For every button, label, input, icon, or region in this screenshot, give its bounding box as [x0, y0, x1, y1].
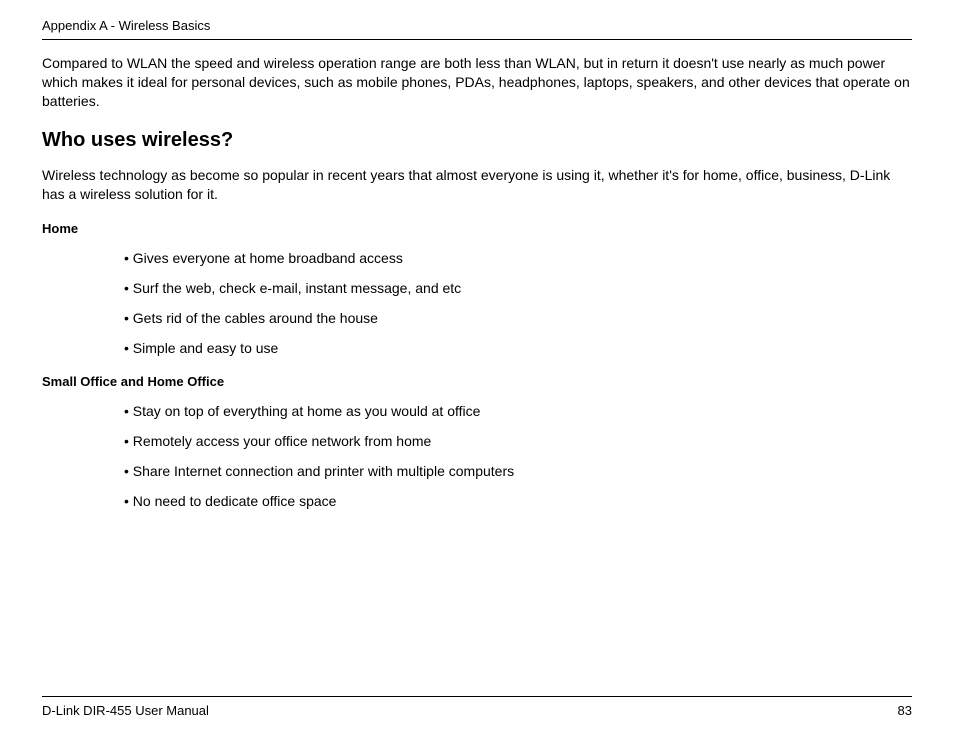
list-item: • Stay on top of everything at home as y…: [124, 403, 912, 419]
group-soho: Small Office and Home Office • Stay on t…: [42, 374, 912, 509]
list-item: • No need to dedicate office space: [124, 493, 912, 509]
group-home: Home • Gives everyone at home broadband …: [42, 221, 912, 356]
list-item: • Share Internet connection and printer …: [124, 463, 912, 479]
page-number: 83: [898, 703, 912, 718]
page-footer: D-Link DIR-455 User Manual 83: [42, 696, 912, 718]
header-text: Appendix A - Wireless Basics: [42, 18, 912, 33]
bullet-list-soho: • Stay on top of everything at home as y…: [124, 403, 912, 509]
subheading-soho: Small Office and Home Office: [42, 374, 912, 389]
intro-paragraph: Compared to WLAN the speed and wireless …: [42, 54, 912, 111]
list-item: • Remotely access your office network fr…: [124, 433, 912, 449]
section-paragraph: Wireless technology as become so popular…: [42, 166, 912, 204]
section-heading: Who uses wireless?: [42, 129, 912, 152]
list-item: • Simple and easy to use: [124, 340, 912, 356]
list-item: • Gives everyone at home broadband acces…: [124, 250, 912, 266]
list-item: • Gets rid of the cables around the hous…: [124, 310, 912, 326]
bullet-list-home: • Gives everyone at home broadband acces…: [124, 250, 912, 356]
list-item: • Surf the web, check e-mail, instant me…: [124, 280, 912, 296]
page-header: Appendix A - Wireless Basics: [42, 18, 912, 40]
footer-text: D-Link DIR-455 User Manual: [42, 703, 209, 718]
subheading-home: Home: [42, 221, 912, 236]
